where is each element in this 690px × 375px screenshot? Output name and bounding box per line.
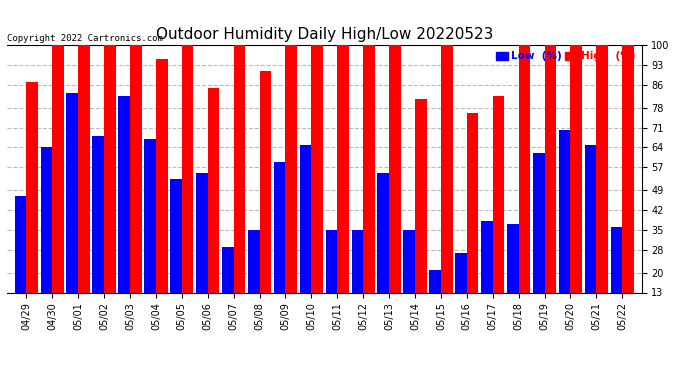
Bar <box>92 136 104 292</box>
Bar <box>41 147 52 292</box>
Bar <box>78 45 90 292</box>
Bar <box>311 45 323 292</box>
Bar <box>144 139 156 292</box>
Bar <box>404 230 415 292</box>
Bar <box>493 96 504 292</box>
Legend: Low  (%), High  (%): Low (%), High (%) <box>492 47 640 65</box>
Bar <box>363 45 375 292</box>
Bar <box>196 173 208 292</box>
Bar <box>377 173 389 292</box>
Bar <box>156 59 168 292</box>
Bar <box>259 70 271 292</box>
Bar <box>596 45 608 292</box>
Title: Outdoor Humidity Daily High/Low 20220523: Outdoor Humidity Daily High/Low 20220523 <box>156 27 493 42</box>
Bar <box>286 45 297 292</box>
Text: Copyright 2022 Cartronics.com: Copyright 2022 Cartronics.com <box>7 33 163 42</box>
Bar <box>181 45 193 292</box>
Bar <box>351 230 363 292</box>
Bar <box>326 230 337 292</box>
Bar <box>611 227 622 292</box>
Bar <box>481 221 493 292</box>
Bar <box>544 45 556 292</box>
Bar <box>455 253 467 292</box>
Bar <box>507 224 519 292</box>
Bar <box>104 45 116 292</box>
Bar <box>274 162 286 292</box>
Bar <box>222 247 234 292</box>
Bar <box>467 113 478 292</box>
Bar <box>118 96 130 292</box>
Bar <box>559 130 571 292</box>
Bar <box>584 145 596 292</box>
Bar <box>571 45 582 292</box>
Bar <box>14 196 26 292</box>
Bar <box>299 145 311 292</box>
Bar <box>415 99 426 292</box>
Bar <box>429 270 441 292</box>
Bar <box>66 93 78 292</box>
Bar <box>441 45 453 292</box>
Bar <box>622 45 634 292</box>
Bar <box>130 45 141 292</box>
Bar <box>26 82 38 292</box>
Bar <box>248 230 259 292</box>
Bar <box>389 45 401 292</box>
Bar <box>234 45 245 292</box>
Bar <box>519 45 531 292</box>
Bar <box>208 88 219 292</box>
Bar <box>533 153 544 292</box>
Bar <box>170 179 181 292</box>
Bar <box>337 45 349 292</box>
Bar <box>52 45 64 292</box>
